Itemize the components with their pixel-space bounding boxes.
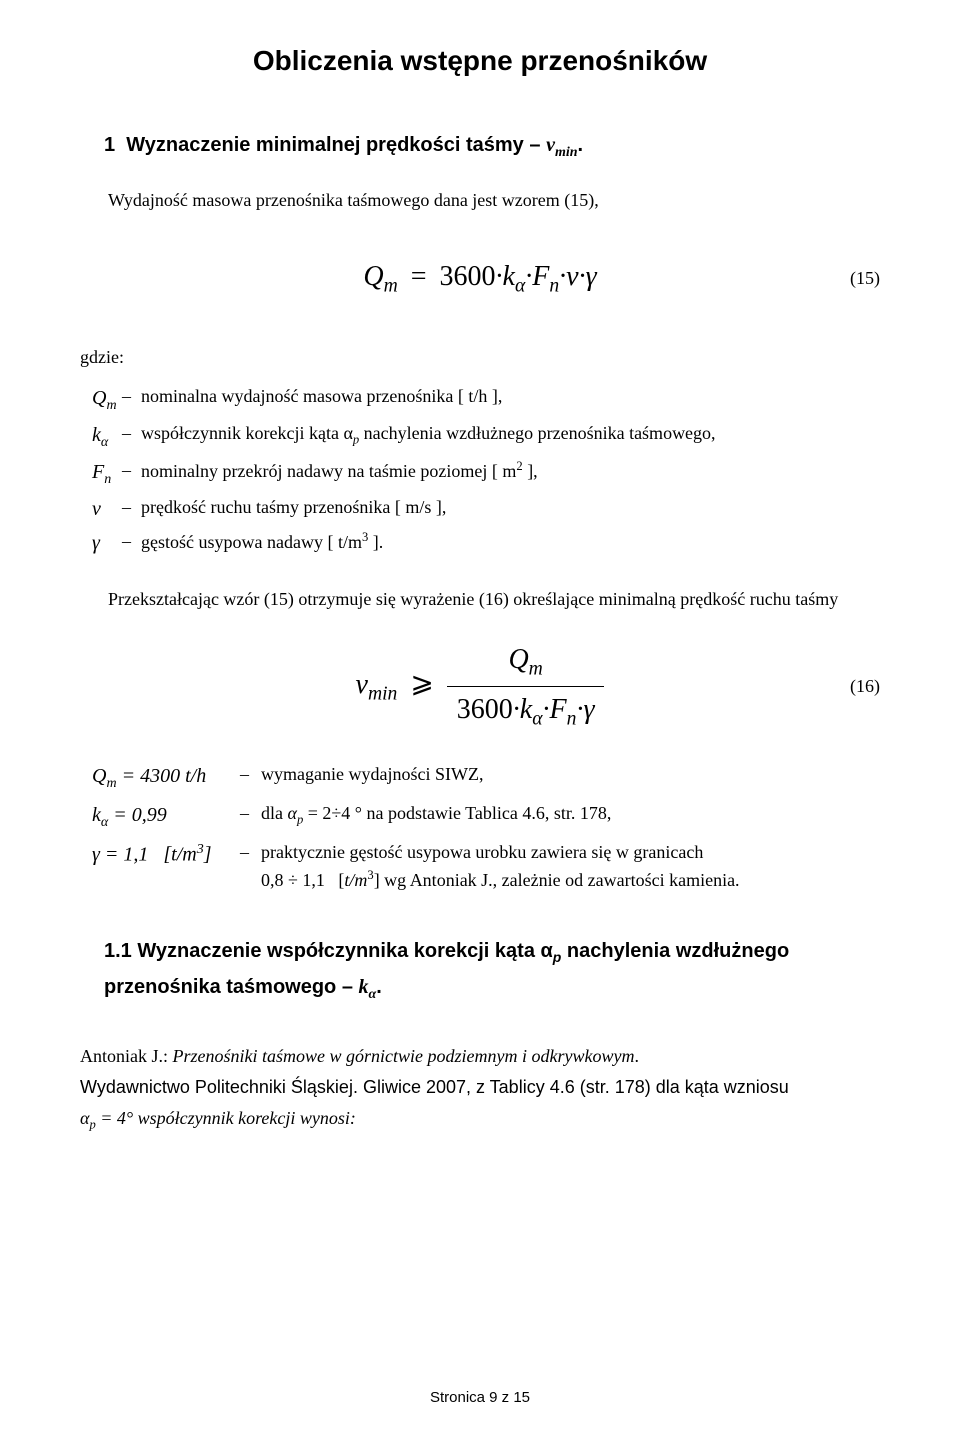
def-description: współczynnik korekcji kąta αp nachylenia… bbox=[141, 420, 880, 449]
value-row: kα = 0,99 – dla αp = 2÷4 ° na podstawie … bbox=[80, 800, 880, 833]
value-symbol: γ = 1,1 [t/m3] bbox=[80, 839, 240, 870]
equation-number-16: (16) bbox=[850, 673, 880, 700]
def-description: gęstość usypowa nadawy [ t/m3 ]. bbox=[141, 528, 880, 556]
def-symbol: γ bbox=[80, 528, 122, 558]
page-title: Obliczenia wstępne przenośników bbox=[80, 40, 880, 82]
def-symbol: Fn bbox=[80, 457, 122, 490]
def-description: nominalny przekrój nadawy na taśmie pozi… bbox=[141, 457, 880, 485]
value-row: Qm = 4300 t/h – wymaganie wydajności SIW… bbox=[80, 761, 880, 794]
transform-paragraph: Przekształcając wzór (15) otrzymuje się … bbox=[80, 586, 880, 613]
intro-paragraph: Wydajność masowa przenośnika taśmowego d… bbox=[80, 187, 880, 214]
page-footer: Stronica 9 z 15 bbox=[0, 1387, 960, 1410]
value-description: dla αp = 2÷4 ° na podstawie Tablica 4.6,… bbox=[261, 800, 880, 829]
def-symbol: Qm bbox=[80, 383, 122, 416]
subsection-1-1-heading: 1.1 Wyznaczenie współczynnika korekcji k… bbox=[80, 934, 880, 1007]
value-symbol: Qm = 4300 t/h bbox=[80, 761, 240, 794]
equation-16: vmin ⩾ Qm 3600·kα·Fn·γ (16) bbox=[80, 641, 880, 731]
reference-line2: Wydawnictwo Politechniki Śląskiej. Gliwi… bbox=[80, 1074, 880, 1101]
def-row: kα – współczynnik korekcji kąta αp nachy… bbox=[80, 420, 880, 453]
gdzie-label: gdzie: bbox=[80, 344, 880, 371]
subsection-1-1: 1.1 Wyznaczenie współczynnika korekcji k… bbox=[80, 934, 880, 1007]
reference-paragraph: Antoniak J.: Przenośniki taśmowe w górni… bbox=[80, 1043, 880, 1070]
equation-15: Qm = 3600·kα·Fn·v·γ (15) bbox=[80, 242, 880, 314]
def-row: Fn – nominalny przekrój nadawy na taśmie… bbox=[80, 457, 880, 490]
values-list: Qm = 4300 t/h – wymaganie wydajności SIW… bbox=[80, 761, 880, 894]
def-symbol: v bbox=[80, 494, 122, 524]
section-1-heading: 1 Wyznaczenie minimalnej prędkości taśmy… bbox=[80, 130, 880, 163]
value-row: γ = 1,1 [t/m3] – praktycznie gęstość usy… bbox=[80, 839, 880, 894]
def-description: nominalna wydajność masowa przenośnika [… bbox=[141, 383, 880, 410]
def-row: v – prędkość ruchu taśmy przenośnika [ m… bbox=[80, 494, 880, 524]
def-symbol: kα bbox=[80, 420, 122, 453]
def-description: prędkość ruchu taśmy przenośnika [ m/s ]… bbox=[141, 494, 880, 521]
def-row: Qm – nominalna wydajność masowa przenośn… bbox=[80, 383, 880, 416]
equation-number-15: (15) bbox=[850, 265, 880, 292]
value-description: wymaganie wydajności SIWZ, bbox=[261, 761, 880, 788]
value-symbol: kα = 0,99 bbox=[80, 800, 240, 833]
reference-line3: αp = 4° współczynnik korekcji wynosi: bbox=[80, 1105, 880, 1134]
value-description: praktycznie gęstość usypowa urobku zawie… bbox=[261, 839, 880, 894]
definitions-list: Qm – nominalna wydajność masowa przenośn… bbox=[80, 383, 880, 558]
def-row: γ – gęstość usypowa nadawy [ t/m3 ]. bbox=[80, 528, 880, 558]
